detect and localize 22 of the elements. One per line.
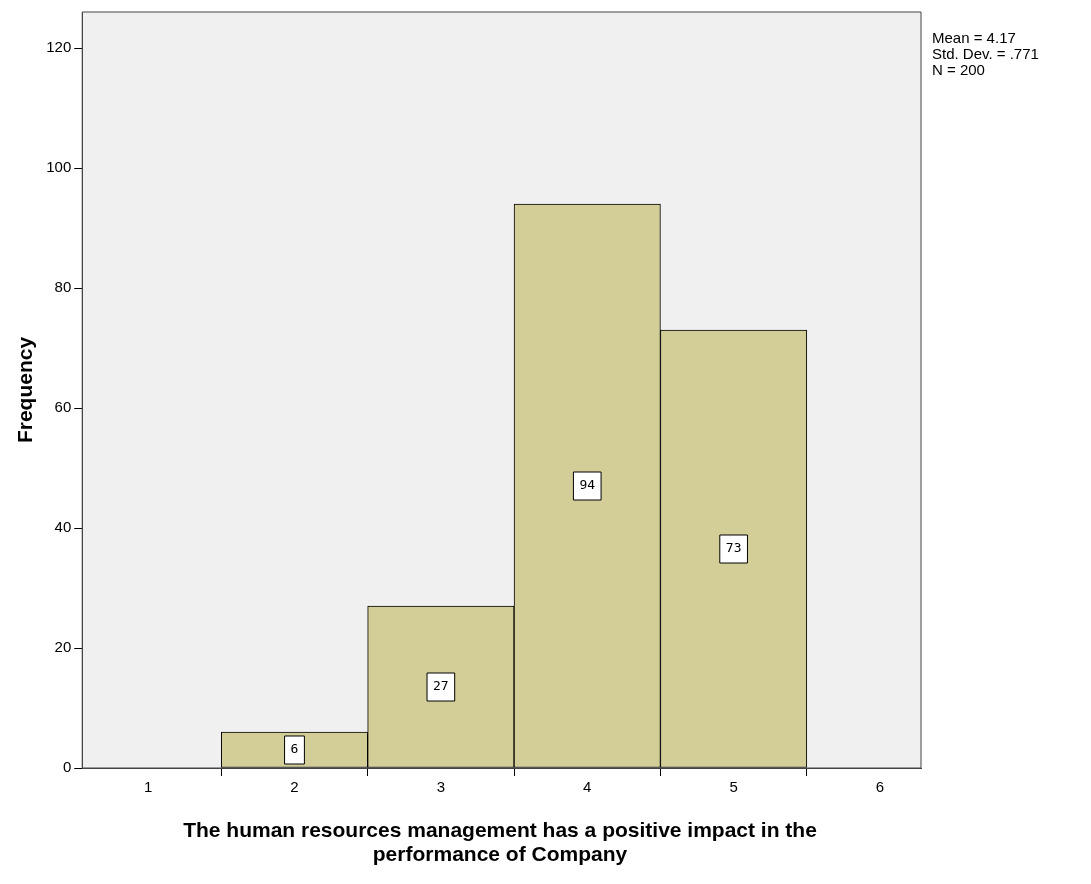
data-label: 6 xyxy=(290,741,299,757)
y-tick-label: 80 xyxy=(54,278,72,296)
x-tick-label: 6 xyxy=(875,778,885,796)
y-axis-title: Frequency xyxy=(13,336,37,444)
y-tick-label: 120 xyxy=(46,38,72,56)
y-tick-label: 0 xyxy=(62,758,72,776)
y-tick-label: 60 xyxy=(54,398,72,416)
data-label: 94 xyxy=(579,477,596,493)
x-tick-label: 1 xyxy=(143,778,153,796)
x-tick-label: 3 xyxy=(436,778,446,796)
y-tick-label: 20 xyxy=(54,638,72,656)
y-tick-label: 40 xyxy=(54,518,72,536)
text: N = 200 xyxy=(932,61,986,78)
x-tick-label: 2 xyxy=(290,778,299,796)
text: Mean = 4.17 xyxy=(932,29,1017,46)
y-tick-label: 100 xyxy=(46,158,72,176)
data-label: 73 xyxy=(725,540,742,556)
x-tick-label: 4 xyxy=(583,778,592,796)
x-tick-label: 5 xyxy=(729,778,738,796)
text: Std. Dev. = .771 xyxy=(932,45,1039,62)
x-axis-title: The human resources management has a positive impact in the performance of Company xyxy=(182,818,818,866)
data-label: 27 xyxy=(433,678,449,694)
